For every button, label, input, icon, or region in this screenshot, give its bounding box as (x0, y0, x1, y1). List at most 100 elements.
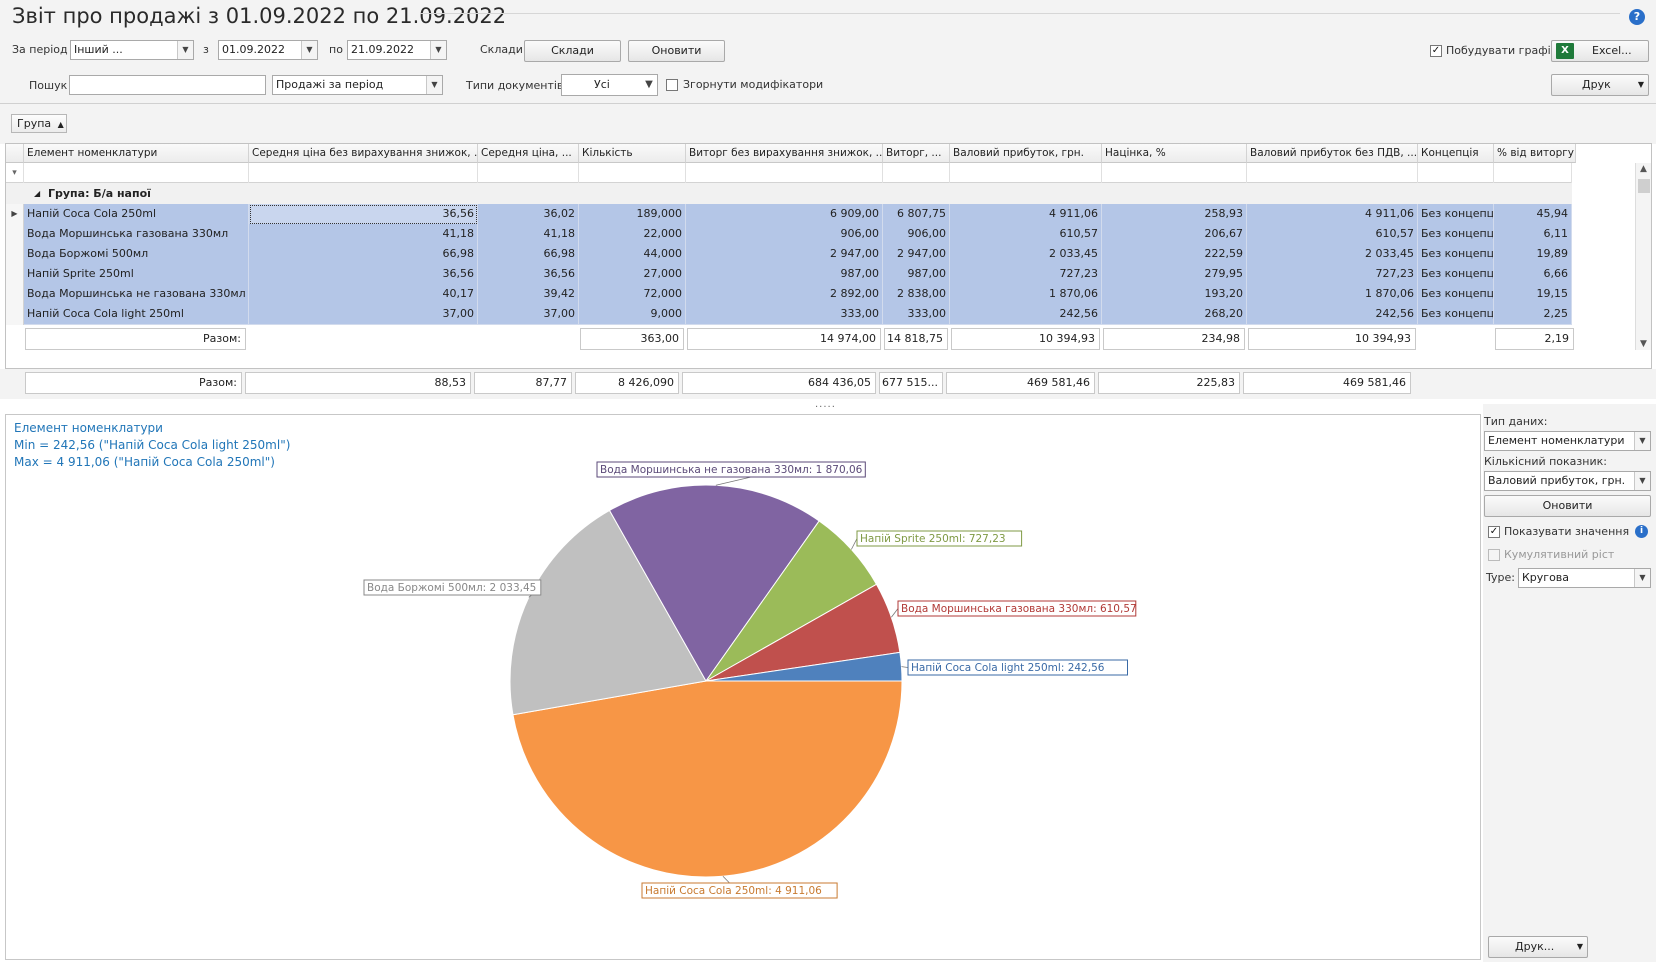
row-indicator[interactable] (6, 224, 24, 245)
cell-gross-profit-novat[interactable]: 242,56 (1247, 304, 1418, 325)
col-header-revenue-gross[interactable]: Виторг без вирахування знижок, ... (686, 144, 883, 163)
cell-qty[interactable]: 27,000 (579, 264, 686, 285)
cell-gross-profit[interactable]: 242,56 (950, 304, 1102, 325)
cell-gross-profit-novat[interactable]: 727,23 (1247, 264, 1418, 285)
data-type-select[interactable]: Елемент номенклатури ▼ (1484, 431, 1651, 451)
cell-markup[interactable]: 279,95 (1102, 264, 1247, 285)
cell-pct-revenue[interactable]: 19,15 (1494, 284, 1572, 305)
cumulative-checkbox[interactable] (1488, 549, 1500, 561)
from-date-picker[interactable]: 01.09.2022 ▼ (218, 40, 318, 60)
cell-pct-revenue[interactable]: 6,66 (1494, 264, 1572, 285)
info-icon[interactable]: i (1635, 525, 1648, 538)
cell-markup[interactable]: 222,59 (1102, 244, 1247, 265)
cell-revenue[interactable]: 333,00 (883, 304, 950, 325)
cell-avg-price[interactable]: 41,18 (478, 224, 579, 245)
cell-avg-price[interactable]: 39,42 (478, 284, 579, 305)
report-type-select[interactable]: Продажі за період ▼ (272, 75, 443, 95)
table-row[interactable]: Вода Моршинська не газована 330мл 40,17 39… (6, 284, 1572, 305)
cell-item[interactable]: Вода Моршинська не газована 330мл (24, 284, 249, 305)
table-row[interactable]: Напій Sprite 250ml 36,56 36,56 27,000 987,00… (6, 264, 1572, 285)
col-header-item[interactable]: Елемент номенклатури (24, 144, 249, 163)
cell-gross-profit[interactable]: 727,23 (950, 264, 1102, 285)
cell-concept[interactable]: Без концепції (1418, 204, 1494, 225)
print-button[interactable]: Друк ▼ (1551, 74, 1649, 96)
row-indicator[interactable] (6, 284, 24, 305)
cell-concept[interactable]: Без концепції (1418, 304, 1494, 325)
cell-concept[interactable]: Без концепції (1418, 264, 1494, 285)
cell-concept[interactable]: Без концепції (1418, 244, 1494, 265)
cell-qty[interactable]: 189,000 (579, 204, 686, 225)
cell-item[interactable]: Напій Sprite 250ml (24, 264, 249, 285)
row-indicator[interactable] (6, 264, 24, 285)
cell-markup[interactable]: 193,20 (1102, 284, 1247, 305)
chart-type-select[interactable]: Кругова ▼ (1518, 568, 1651, 588)
filter-cell[interactable] (883, 163, 950, 183)
cell-revenue[interactable]: 2 947,00 (883, 244, 950, 265)
excel-button[interactable]: X Excel... (1551, 40, 1649, 62)
filter-cell[interactable] (950, 163, 1102, 183)
cell-revenue[interactable]: 987,00 (883, 264, 950, 285)
cell-avg-price[interactable]: 36,56 (478, 264, 579, 285)
cell-avg-price-gross[interactable]: 36,56 (249, 264, 478, 285)
cell-gross-profit[interactable]: 610,57 (950, 224, 1102, 245)
cell-gross-profit[interactable]: 4 911,06 (950, 204, 1102, 225)
panel-splitter[interactable]: ..... (815, 399, 836, 410)
filter-cell[interactable] (1102, 163, 1247, 183)
cell-qty[interactable]: 72,000 (579, 284, 686, 305)
refresh-button[interactable]: Оновити (628, 40, 725, 62)
cell-item[interactable]: Вода Моршинська газована 330мл (24, 224, 249, 245)
cell-markup[interactable]: 258,93 (1102, 204, 1247, 225)
doc-types-select[interactable]: Усі ▼ (561, 74, 658, 96)
table-row[interactable]: ▶ Напій Coca Cola 250ml 36,56 36,02 189,000 6… (6, 204, 1572, 225)
cell-pct-revenue[interactable]: 2,25 (1494, 304, 1572, 325)
filter-cell[interactable] (24, 163, 249, 183)
cell-revenue-gross[interactable]: 906,00 (686, 224, 883, 245)
cell-revenue-gross[interactable]: 6 909,00 (686, 204, 883, 225)
cell-revenue[interactable]: 906,00 (883, 224, 950, 245)
chart-print-button[interactable]: Друк... ▼ (1488, 936, 1588, 958)
warehouses-button[interactable]: Склади (524, 40, 621, 62)
cell-qty[interactable]: 44,000 (579, 244, 686, 265)
cell-concept[interactable]: Без концепції (1418, 224, 1494, 245)
col-header-concept[interactable]: Концепція (1418, 144, 1494, 163)
filter-cell[interactable] (579, 163, 686, 183)
filter-cell[interactable] (686, 163, 883, 183)
collapse-modifiers-checkbox[interactable] (666, 79, 678, 91)
cell-concept[interactable]: Без концепції (1418, 284, 1494, 305)
cell-gross-profit-novat[interactable]: 1 870,06 (1247, 284, 1418, 305)
cell-revenue[interactable]: 6 807,75 (883, 204, 950, 225)
col-header-avg-price-gross[interactable]: Середня ціна без вирахування знижок, ... (249, 144, 478, 163)
group-chip[interactable]: Група ▲ (11, 114, 67, 133)
collapse-triangle-icon[interactable]: ◢ (34, 189, 41, 198)
current-row-arrow-icon[interactable]: ▶ (6, 204, 24, 225)
cell-item[interactable]: Вода Боржомі 500мл (24, 244, 249, 265)
table-row[interactable]: Вода Моршинська газована 330мл 41,18 41,18… (6, 224, 1572, 245)
filter-cell[interactable] (1247, 163, 1418, 183)
group-row[interactable]: ◢ Група: Б/а напої (6, 183, 1572, 204)
cell-avg-price-gross[interactable]: 36,56 (249, 204, 478, 225)
col-header-qty[interactable]: Кількість (579, 144, 686, 163)
cell-gross-profit[interactable]: 1 870,06 (950, 284, 1102, 305)
col-header-gross-profit-novat[interactable]: Валовий прибуток без ПДВ, ... (1247, 144, 1418, 163)
col-header-avg-price[interactable]: Середня ціна, ... (478, 144, 579, 163)
cell-gross-profit[interactable]: 2 033,45 (950, 244, 1102, 265)
scrollbar-thumb[interactable] (1638, 179, 1650, 193)
grid-vertical-scrollbar[interactable]: ▲ ▼ (1635, 163, 1651, 350)
cell-avg-price-gross[interactable]: 41,18 (249, 224, 478, 245)
cell-revenue-gross[interactable]: 2 892,00 (686, 284, 883, 305)
build-chart-checkbox[interactable]: ✓ (1430, 45, 1442, 57)
cell-revenue-gross[interactable]: 333,00 (686, 304, 883, 325)
scroll-up-icon[interactable]: ▲ (1640, 164, 1647, 174)
cell-qty[interactable]: 22,000 (579, 224, 686, 245)
chart-refresh-button[interactable]: Оновити (1484, 495, 1651, 517)
search-input[interactable] (69, 75, 266, 95)
row-indicator[interactable] (6, 244, 24, 265)
filter-cell[interactable] (478, 163, 579, 183)
scroll-down-icon[interactable]: ▼ (1640, 339, 1647, 349)
col-header-gross-profit[interactable]: Валовий прибуток, грн. (950, 144, 1102, 163)
pie-slice[interactable] (705, 651, 903, 682)
col-header-markup[interactable]: Націнка, % (1102, 144, 1247, 163)
cell-avg-price[interactable]: 66,98 (478, 244, 579, 265)
cell-item[interactable]: Напій Coca Cola 250ml (24, 204, 249, 225)
cell-pct-revenue[interactable]: 45,94 (1494, 204, 1572, 225)
